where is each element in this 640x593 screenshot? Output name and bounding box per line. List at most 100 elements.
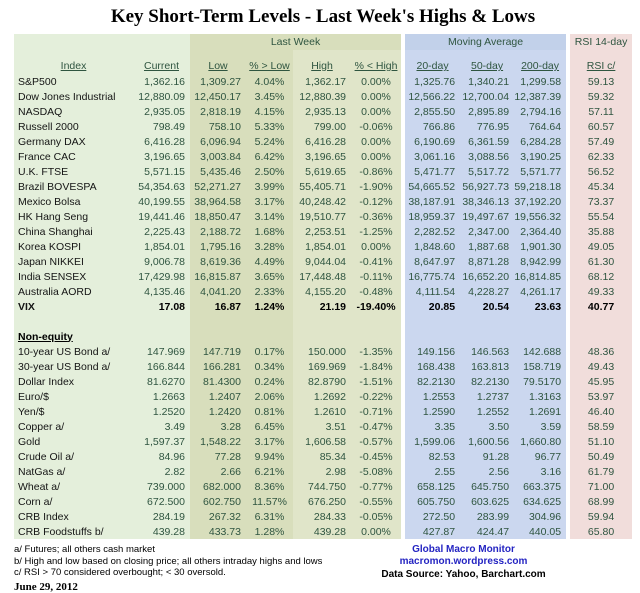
column-gap xyxy=(566,50,571,58)
cell-ma-50day: 19,497.67 xyxy=(460,209,515,224)
row-label: Korea KOSPI xyxy=(14,239,133,254)
column-gap xyxy=(566,509,571,524)
cell-pct-above-low: 3.99% xyxy=(246,179,293,194)
cell-ma-20day: 168.438 xyxy=(405,359,461,374)
col-header-rsi: RSI c/ xyxy=(570,58,633,74)
row-label: Brazil BOVESPA xyxy=(14,179,133,194)
cell-rsi: 59.32 xyxy=(570,89,633,104)
cell-ma-200day: 4,261.17 xyxy=(514,284,567,299)
row-label: HK Hang Seng xyxy=(14,209,133,224)
column-gap xyxy=(401,224,406,239)
cell-pct-below-high: 0.00% xyxy=(351,89,402,104)
column-gap xyxy=(566,194,571,209)
cell-pct-below-high: -5.08% xyxy=(351,464,402,479)
cell-rsi xyxy=(570,329,633,344)
cell-ma-20day: 1,325.76 xyxy=(405,74,461,89)
table-row: Copper a/3.49 3.28 6.45% 3.51 -0.47% 3.35 3.50… xyxy=(14,419,633,434)
cell-current xyxy=(133,314,190,329)
column-gap xyxy=(566,179,571,194)
cell-pct-above-low: 3.17% xyxy=(246,194,293,209)
cell-ma-200day: 12,387.39 xyxy=(514,89,567,104)
cell-pct-above-low: 3.17% xyxy=(246,434,293,449)
cell-rsi: 61.79 xyxy=(570,464,633,479)
cell-pct-above-low: 6.42% xyxy=(246,149,293,164)
cell-pct-above-low: 1.24% xyxy=(246,299,293,314)
cell-pct-above-low: 0.81% xyxy=(246,404,293,419)
cell-current: 798.49 xyxy=(133,119,190,134)
cell-pct-above-low: 0.34% xyxy=(246,359,293,374)
cell-low: 2,818.19 xyxy=(190,104,246,119)
cell-ma-200day: 158.719 xyxy=(514,359,567,374)
table-body: S&P500 1,362.16 1,309.27 4.04% 1,362.17 0.00%… xyxy=(14,74,633,539)
cell-ma-200day: 2,364.40 xyxy=(514,224,567,239)
col-header-low: Low xyxy=(190,58,246,74)
cell-ma-200day: 304.96 xyxy=(514,509,567,524)
table-row: Korea KOSPI 1,854.01 1,795.16 3.28% 1,854.01… xyxy=(14,239,633,254)
column-gap xyxy=(566,464,571,479)
cell-low xyxy=(190,314,246,329)
row-label xyxy=(14,314,133,329)
row-label: NASDAQ xyxy=(14,104,133,119)
cell-current: 1.2520 xyxy=(133,404,190,419)
cell-ma-20day: 82.2130 xyxy=(405,374,461,389)
footnotes: a/ Futures; all others cash market b/ Hi… xyxy=(14,544,366,593)
cell-pct-above-low: 3.14% xyxy=(246,209,293,224)
row-label: S&P500 xyxy=(14,74,133,89)
column-gap xyxy=(566,269,571,284)
table-row: China Shanghai 2,225.43 2,188.72 1.68% 2,253… xyxy=(14,224,633,239)
cell-high: 169.969 xyxy=(293,359,351,374)
cell-low: 147.719 xyxy=(190,344,246,359)
cell-pct-above-low: 4.49% xyxy=(246,254,293,269)
table-shading xyxy=(405,50,567,58)
cell-ma-50day: 16,652.20 xyxy=(460,269,515,284)
cell-pct-below-high: 0.00% xyxy=(351,104,402,119)
cell-ma-50day: 424.47 xyxy=(460,524,515,539)
cell-pct-above-low: 2.06% xyxy=(246,389,293,404)
table-row: Gold 1,597.37 1,548.22 3.17% 1,606.58 -0.57% 1… xyxy=(14,434,633,449)
row-label: Yen/$ xyxy=(14,404,133,419)
levels-table: Last Week Moving Average RSI 14-day Inde… xyxy=(14,34,633,539)
cell-pct-above-low: 0.24% xyxy=(246,374,293,389)
column-gap xyxy=(401,74,406,89)
cell-rsi: 57.11 xyxy=(570,104,633,119)
column-gap xyxy=(401,419,406,434)
cell-rsi: 62.33 xyxy=(570,149,633,164)
cell-low: 1,795.16 xyxy=(190,239,246,254)
column-gap xyxy=(566,449,571,464)
cell-ma-50day: 91.28 xyxy=(460,449,515,464)
column-gap xyxy=(401,374,406,389)
table-row: Dow Jones Industrial 12,880.09 12,450.17 3.… xyxy=(14,89,633,104)
column-gap xyxy=(566,209,571,224)
cell-pct-below-high: -1.51% xyxy=(351,374,402,389)
column-gap xyxy=(401,34,406,50)
cell-pct-below-high: -0.36% xyxy=(351,209,402,224)
table-row: Corn a/672.500 602.750 11.57% 676.250 -0.55%… xyxy=(14,494,633,509)
cell-rsi: 49.33 xyxy=(570,284,633,299)
row-label: 10-year US Bond a/ xyxy=(14,344,133,359)
cell-low: 758.10 xyxy=(190,119,246,134)
col-header-50day-label: 50-day xyxy=(470,60,504,72)
col-header-rsi-label: RSI c/ xyxy=(586,60,616,72)
cell-pct-above-low: 6.21% xyxy=(246,464,293,479)
cell-rsi: 45.95 xyxy=(570,374,633,389)
column-gap xyxy=(401,389,406,404)
cell-ma-50day: 1.2737 xyxy=(460,389,515,404)
cell-current: 2.82 xyxy=(133,464,190,479)
row-label: 30-year US Bond a/ xyxy=(14,359,133,374)
column-gap xyxy=(401,314,406,329)
column-gap xyxy=(566,494,571,509)
cell-low: 81.4300 xyxy=(190,374,246,389)
cell-high xyxy=(293,329,351,344)
col-header-pct-below-high: % < High xyxy=(351,58,402,74)
cell-low xyxy=(190,329,246,344)
cell-current: 672.500 xyxy=(133,494,190,509)
cell-ma-20day: 16,775.74 xyxy=(405,269,461,284)
cell-low: 12,450.17 xyxy=(190,89,246,104)
row-label: India SENSEX xyxy=(14,269,133,284)
table-row: France CAC 3,196.65 3,003.84 6.42% 3,196.65 0… xyxy=(14,149,633,164)
cell-rsi: 49.43 xyxy=(570,359,633,374)
cell-current: 54,354.63 xyxy=(133,179,190,194)
cell-ma-200day: 1,299.58 xyxy=(514,74,567,89)
column-gap xyxy=(566,134,571,149)
row-label: Euro/$ xyxy=(14,389,133,404)
